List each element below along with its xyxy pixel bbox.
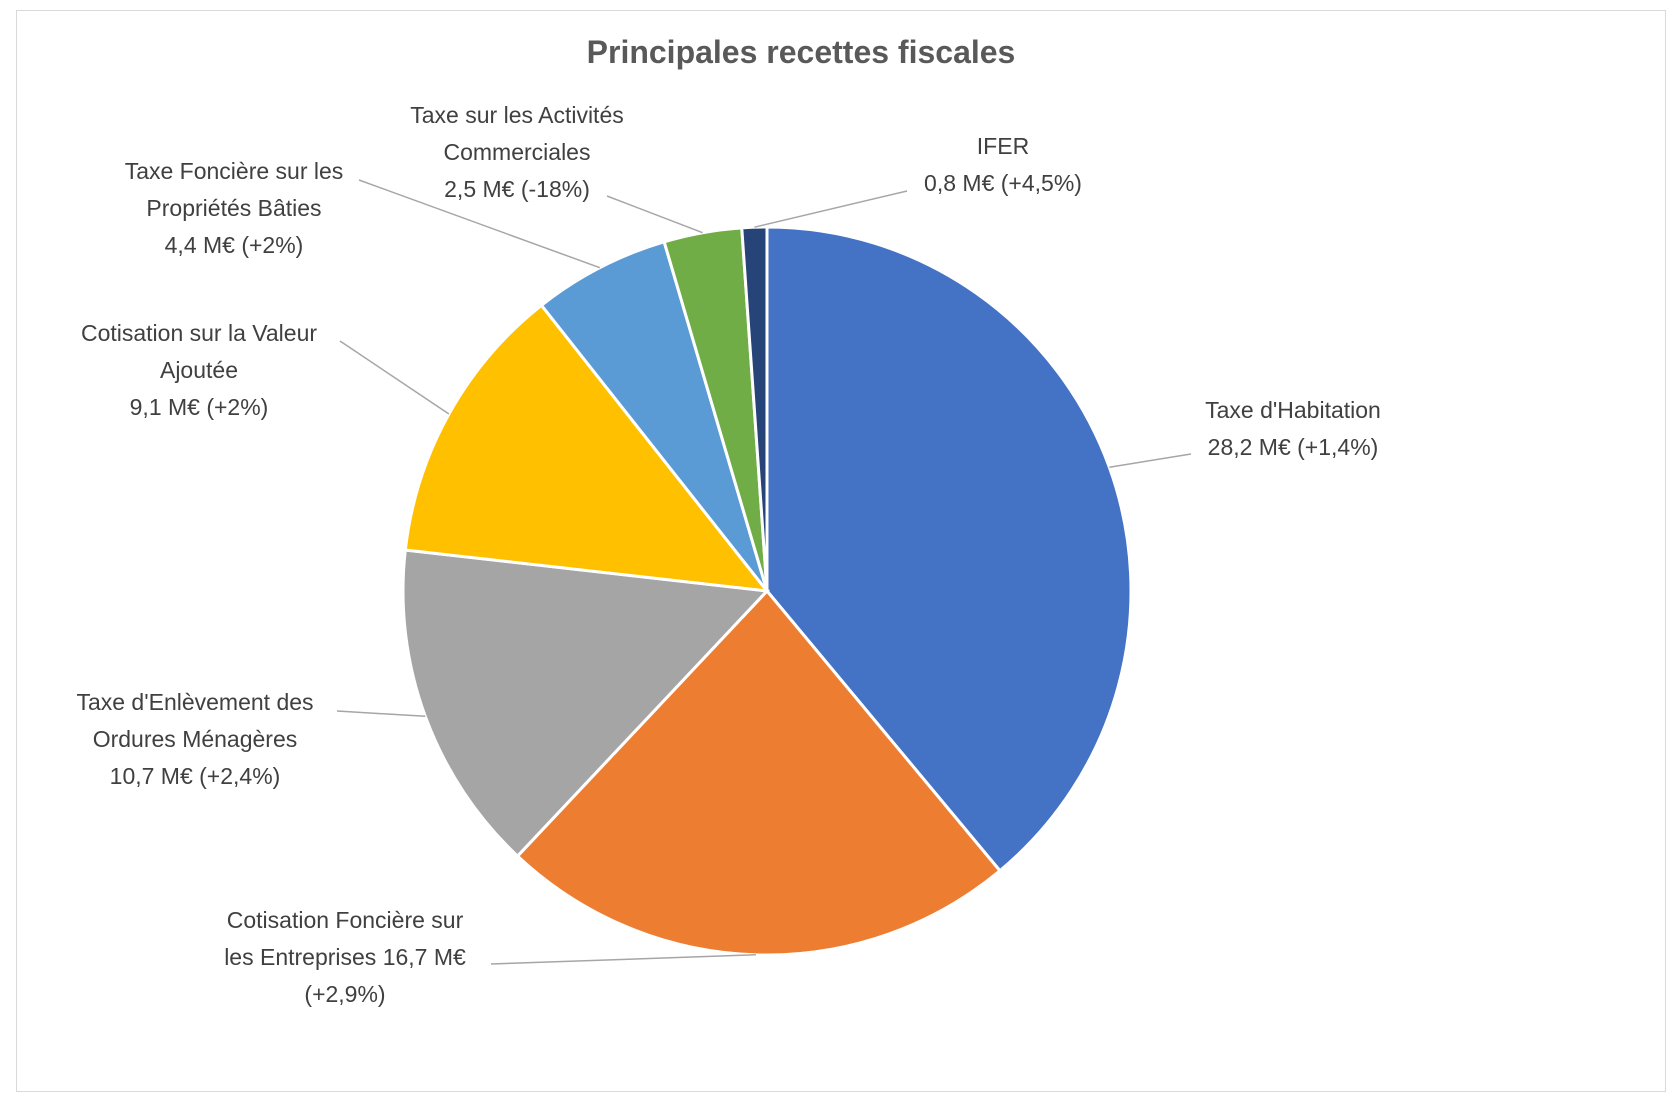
slice-label-line: Taxe d'Enlèvement des bbox=[76, 689, 313, 715]
pie-slice[interactable] bbox=[765, 225, 1133, 873]
leader-line bbox=[490, 954, 756, 965]
slice-label-line: Cotisation sur la Valeur bbox=[81, 320, 317, 346]
pie-slice[interactable] bbox=[539, 239, 769, 592]
leader-line bbox=[339, 340, 450, 415]
leader-line bbox=[336, 710, 426, 718]
slice-label: Cotisation Foncière sur les Entreprises 1… bbox=[224, 907, 466, 1007]
slice-label-line: Ordures Ménagères bbox=[93, 726, 298, 752]
slice-label: Cotisation sur la Valeur Ajoutée 9,1 M€ (+… bbox=[81, 320, 317, 420]
pie-slice[interactable] bbox=[403, 303, 771, 593]
slice-label-line: Taxe Foncière sur les bbox=[125, 158, 344, 184]
slice-label: Taxe d'Habitation 28,2 M€ (+1,4%) bbox=[1205, 397, 1381, 460]
slice-label-line: Cotisation Foncière sur bbox=[227, 907, 464, 933]
slice-label-line: 2,5 M€ (-18%) bbox=[444, 176, 590, 202]
pie-slice[interactable] bbox=[515, 588, 1003, 957]
slice-label-line: (+2,9%) bbox=[304, 981, 385, 1007]
slice-label-line: Propriétés Bâties bbox=[146, 195, 321, 221]
slice-label-line: IFER bbox=[977, 133, 1029, 159]
slice-label: Taxe d'Enlèvement des Ordures Ménagères 10… bbox=[76, 689, 313, 789]
leader-lines-layer bbox=[336, 179, 1192, 965]
chart-title: Principales recettes fiscales bbox=[587, 34, 1016, 70]
leader-line bbox=[606, 195, 703, 234]
slice-label-line: 0,8 M€ (+4,5%) bbox=[924, 170, 1082, 196]
slice-label-line: 9,1 M€ (+2%) bbox=[130, 394, 269, 420]
pie-slice[interactable] bbox=[740, 225, 769, 592]
labels-layer: Taxe d'Habitation 28,2 M€ (+1,4%) Cotisati… bbox=[76, 102, 1380, 1007]
leader-line bbox=[358, 179, 601, 269]
slice-label-line: les Entreprises 16,7 M€ bbox=[224, 944, 466, 970]
leader-line bbox=[754, 190, 908, 228]
slice-label-line: 10,7 M€ (+2,4%) bbox=[110, 763, 281, 789]
chart-frame: Principales recettes fiscales Taxe d'Hab… bbox=[16, 10, 1666, 1092]
pie-chart: Principales recettes fiscales Taxe d'Hab… bbox=[76, 34, 1380, 1007]
slice-label: Taxe Foncière sur les Propriétés Bâties 4,… bbox=[125, 158, 344, 258]
slice-label-line: 4,4 M€ (+2%) bbox=[165, 232, 304, 258]
leader-line bbox=[1109, 453, 1192, 468]
slice-label-line: Ajoutée bbox=[160, 357, 238, 383]
slice-label-line: Taxe sur les Activités bbox=[410, 102, 623, 128]
slice-label: Taxe sur les Activités Commerciales 2,5 M€… bbox=[410, 102, 623, 202]
slice-label-line: Commerciales bbox=[444, 139, 591, 165]
slice-label-line: 28,2 M€ (+1,4%) bbox=[1208, 434, 1379, 460]
slice-label: IFER 0,8 M€ (+4,5%) bbox=[924, 133, 1082, 196]
slices-layer bbox=[401, 225, 1133, 957]
slice-label-line: Taxe d'Habitation bbox=[1205, 397, 1381, 423]
